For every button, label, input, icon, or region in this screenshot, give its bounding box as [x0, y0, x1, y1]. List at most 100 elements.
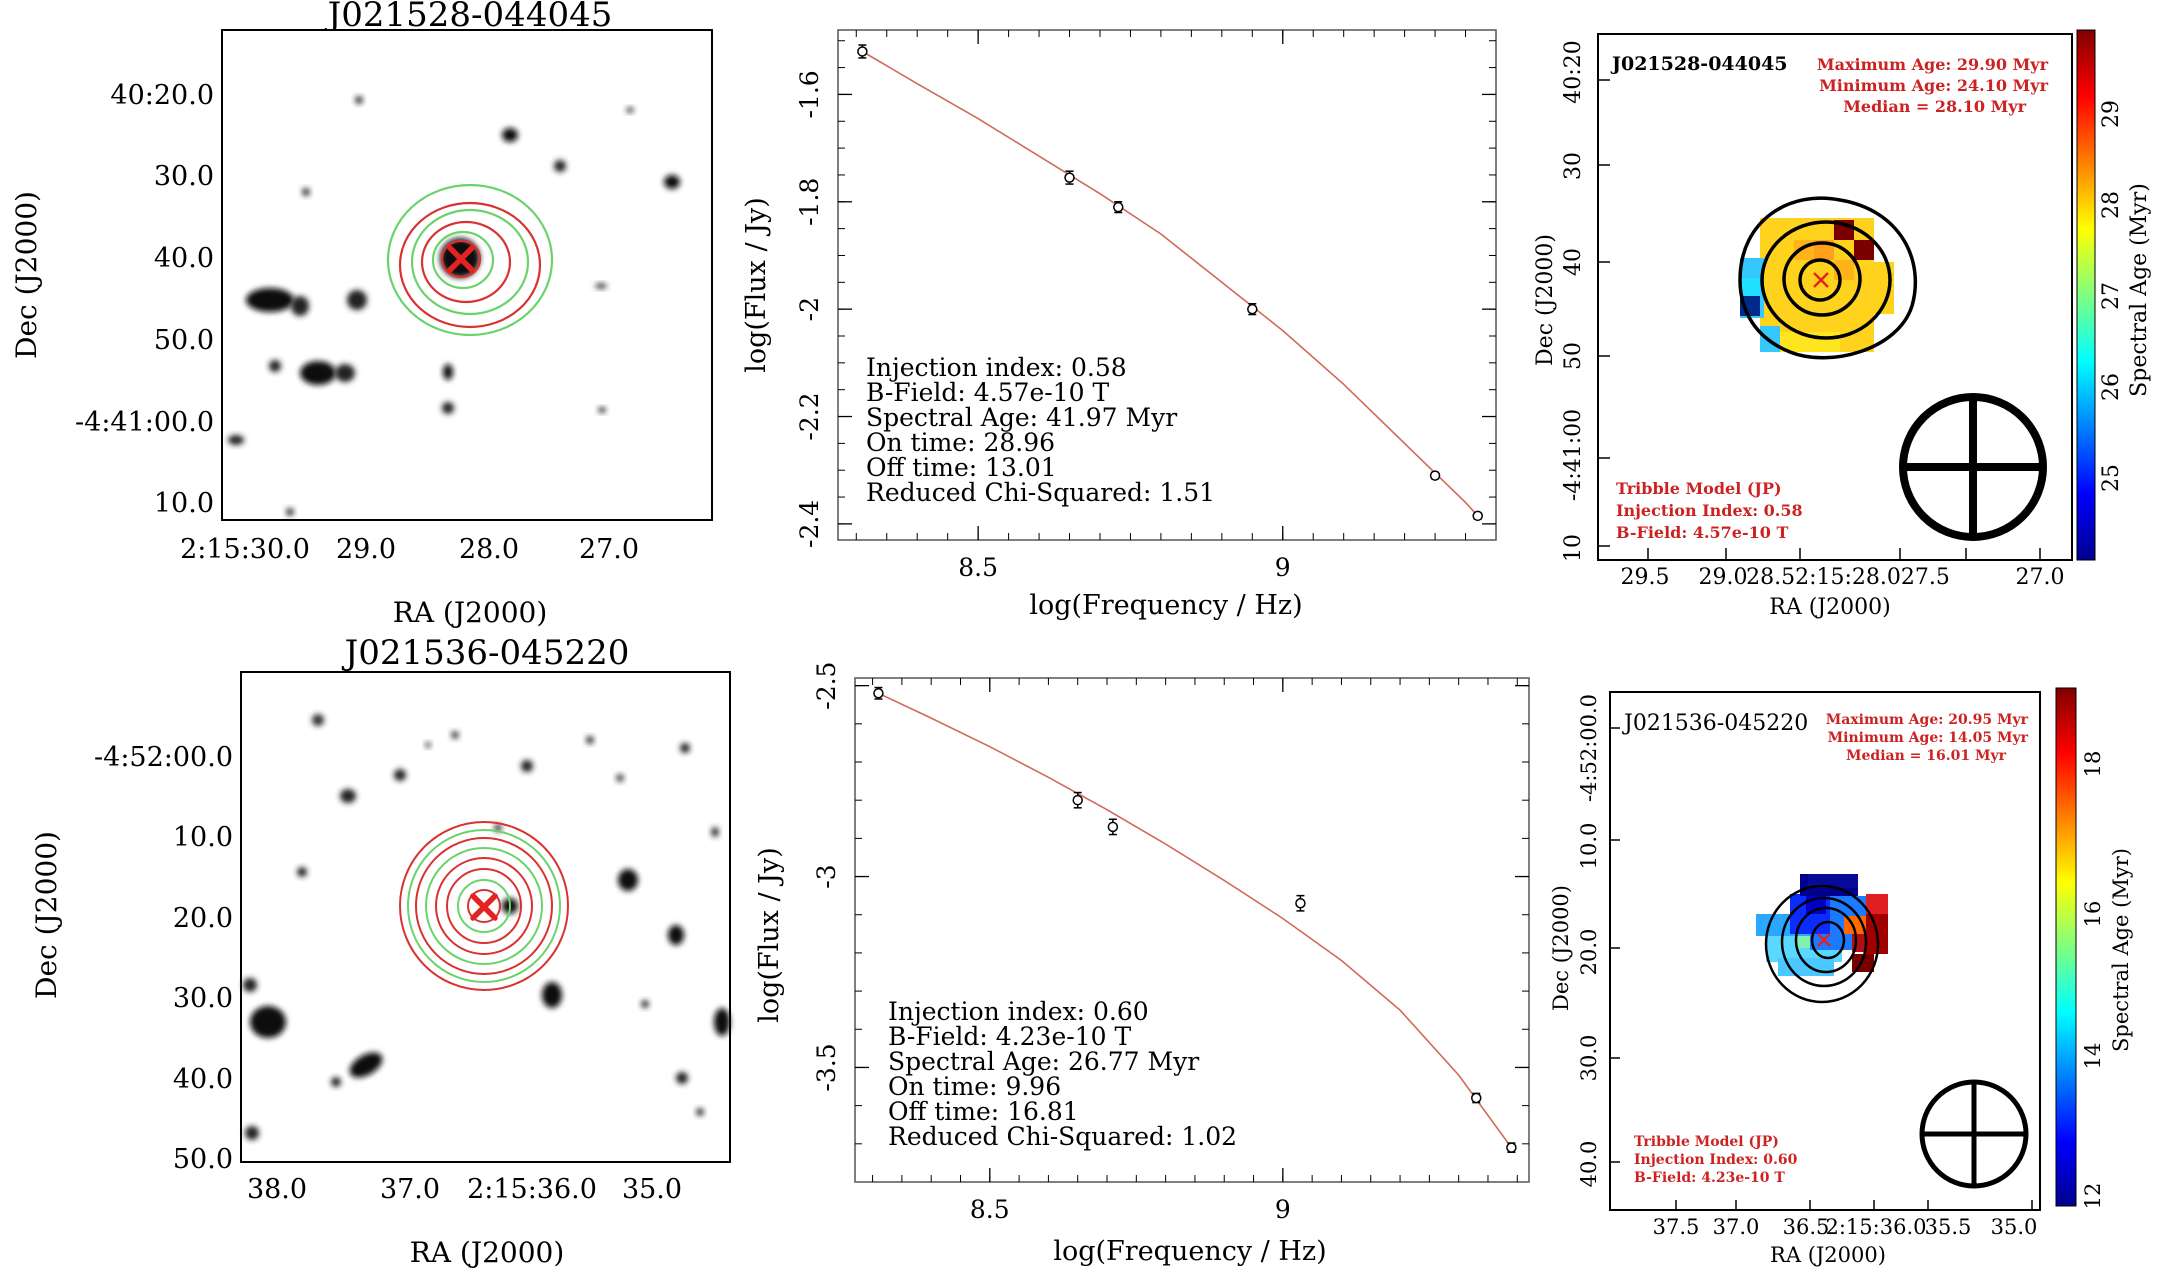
row2-agemap-marker-icon — [1817, 933, 1831, 947]
row1-agemap-ylabel: Dec (J2000) — [1533, 234, 1558, 366]
sed-data-point — [857, 46, 868, 57]
row1-sed-param: On time: 28.96 — [866, 428, 1055, 457]
row2-sed-plot: 8.5 9 -2.5 -3 -3.5 — [812, 662, 1529, 1224]
row1-agemap-cbar-tick: 25 — [2099, 464, 2124, 492]
sed-ytick-label: -2.2 — [795, 392, 824, 440]
row2-agemap-stat: Median = 16.01 Myr — [1846, 748, 2007, 764]
row1-agemap-cbar-label: Spectral Age (Myr) — [2127, 183, 2152, 397]
row2-agemap-cbar-tick: 18 — [2081, 751, 2105, 778]
row2-agemap-ytick: 20.0 — [1577, 929, 1601, 976]
row2-image-xlabel: RA (J2000) — [410, 1236, 565, 1269]
row1-sed-ylabel: log(Flux / Jy) — [741, 197, 772, 373]
row1-sed-param: Injection index: 0.58 — [866, 353, 1127, 382]
row2-image-marker-icon — [470, 893, 498, 921]
sed-ytick-label: -1.6 — [795, 70, 824, 118]
row1-agemap-stats: Maximum Age: 29.90 Myr Minimum Age: 24.1… — [1817, 55, 2049, 116]
row1-agemap-xtick: 27.0 — [2016, 565, 2065, 590]
sed-ytick-label: -1.8 — [795, 178, 824, 226]
row1-image-ytick: 40:20.0 — [110, 80, 214, 111]
sed-ytick-label: -3.5 — [812, 1043, 841, 1091]
sed-data-point — [1472, 510, 1483, 522]
row1-image-contours — [386, 183, 554, 337]
sed-data-point — [1295, 898, 1306, 909]
row2-image-ytick: 20.0 — [173, 903, 233, 934]
row1-sed-param: Off time: 13.01 — [866, 453, 1057, 482]
row2-agemap-model-line: Injection Index: 0.60 — [1634, 1152, 1798, 1168]
row1-agemap-ytick: 10 — [1561, 534, 1586, 562]
row2-sed-panel: 8.5 9 -2.5 -3 -3.5 log(Frequency / Hz) log(F… — [754, 662, 1530, 1267]
row2-sed-param: Reduced Chi-Squared: 1.02 — [888, 1122, 1237, 1151]
row1-sed-param: Reduced Chi-Squared: 1.51 — [866, 478, 1215, 507]
row1-agemap-stat: Median = 28.10 Myr — [1843, 97, 2026, 116]
row2-agemap-ticks — [1610, 727, 2033, 1210]
row1-agemap-xtick: 29.0 — [1699, 565, 1748, 590]
row2-image-xtick: 38.0 — [247, 1174, 307, 1205]
sed-ytick-label: -2 — [795, 297, 824, 321]
row1-agemap-stat: Minimum Age: 24.10 Myr — [1819, 76, 2049, 95]
row2-image-ylabel: Dec (J2000) — [30, 831, 63, 999]
sed-ytick-label: -3 — [812, 864, 841, 888]
row2-agemap-xlabel: RA (J2000) — [1770, 1243, 1886, 1267]
row1-sed-frame — [837, 29, 1497, 541]
row1-agemap-stat: Maximum Age: 29.90 Myr — [1817, 55, 2049, 74]
row2-sed-fit-params: Injection index: 0.60 B-Field: 4.23e-10 … — [888, 997, 1237, 1151]
row2-image-xtick: 2:15:36.0 — [467, 1174, 597, 1205]
row1-agemap-model-line: B-Field: 4.57e-10 T — [1616, 523, 1788, 542]
row1-image-xtick: 2:15:30.0 — [180, 534, 310, 565]
row1-image-ylabel: Dec (J2000) — [10, 191, 43, 359]
row2-image-ytick: 40.0 — [173, 1064, 233, 1095]
row2-agemap-xtick: 37.0 — [1713, 1215, 1760, 1239]
row2-agemap-ytick: 40.0 — [1577, 1141, 1601, 1188]
row2-image-xtick: 35.0 — [622, 1174, 682, 1205]
sed-xtick-label: 8.5 — [970, 1195, 1010, 1224]
row2-sed-ylabel: log(Flux / Jy) — [754, 847, 785, 1023]
sed-data-point — [1471, 1092, 1482, 1104]
row1-agemap-ytick: -4:41:00 — [1561, 409, 1586, 501]
row1-agemap-model-line: Injection Index: 0.58 — [1616, 501, 1803, 520]
sed-data-point — [1107, 821, 1119, 833]
row2-agemap-contours — [1764, 884, 1880, 1004]
row1-agemap-ytick: 30 — [1561, 152, 1586, 180]
row2-agemap-model: Tribble Model (JP) Injection Index: 0.60… — [1634, 1134, 1798, 1186]
sed-data-point — [1429, 470, 1441, 481]
row1-agemap-model: Tribble Model (JP) Injection Index: 0.58… — [1616, 479, 1803, 542]
row1-sed-xlabel: log(Frequency / Hz) — [1029, 590, 1302, 621]
sed-data-point — [1072, 794, 1083, 806]
row1-agemap-xtick: 29.5 — [1621, 565, 1670, 590]
row2-agemap-ytick: 10.0 — [1577, 823, 1601, 870]
row2-sed-param: Spectral Age: 26.77 Myr — [888, 1047, 1199, 1076]
row1-agemap-cbar-tick: 29 — [2099, 100, 2124, 128]
row1-sed-param: Spectral Age: 41.97 Myr — [866, 403, 1177, 432]
sed-xtick-label: 9 — [1275, 1195, 1291, 1224]
row2-agemap-cbar-tick: 14 — [2081, 1043, 2105, 1070]
row2-agemap-stats: Maximum Age: 20.95 Myr Minimum Age: 14.0… — [1826, 712, 2029, 764]
row2-agemap-source-label: J021536-045220 — [1622, 711, 1808, 736]
row2-agemap-xtick: 37.5 — [1653, 1215, 1700, 1239]
sed-ytick-label: -2.4 — [795, 500, 824, 548]
row2-agemap-xtick: 35.0 — [1991, 1215, 2038, 1239]
row2-agemap-model-line: Tribble Model (JP) — [1634, 1134, 1779, 1150]
row1-agemap-source-label: J021528-044045 — [1610, 53, 1788, 75]
row2-sed-param: B-Field: 4.23e-10 T — [888, 1022, 1131, 1051]
row1-agemap-colorbar — [2076, 29, 2096, 561]
sed-ytick-label: -2.5 — [812, 662, 841, 710]
row2-sed-param: On time: 9.96 — [888, 1072, 1061, 1101]
row2-agemap-beam-icon — [1919, 1079, 2029, 1189]
row2-sed-param: Off time: 16.81 — [888, 1097, 1079, 1126]
sed-fit-line — [878, 692, 1513, 1149]
row1-image-ytick: 40.0 — [154, 243, 214, 274]
sed-xtick-label: 8.5 — [958, 553, 998, 582]
sed-data-point — [1506, 1142, 1517, 1153]
row1-agemap-xlabel: RA (J2000) — [1769, 595, 1890, 620]
row1-agemap-ytick: 50 — [1561, 342, 1586, 370]
row1-sed-fit-params: Injection index: 0.58 B-Field: 4.57e-10 … — [866, 353, 1215, 507]
row1-agemap-beam-icon — [1899, 393, 2047, 541]
row2-agemap-cbar-label: Spectral Age (Myr) — [2109, 848, 2133, 1052]
row2-image-ytick: 10.0 — [173, 822, 233, 853]
row2-sed-param: Injection index: 0.60 — [888, 997, 1149, 1026]
row2-agemap-ytick: 30.0 — [1577, 1035, 1601, 1082]
row1-agemap-ticks — [1598, 79, 2041, 560]
row2-agemap-stat: Minimum Age: 14.05 Myr — [1828, 730, 2029, 746]
row2-agemap-xtick: 36.5 — [1783, 1215, 1830, 1239]
